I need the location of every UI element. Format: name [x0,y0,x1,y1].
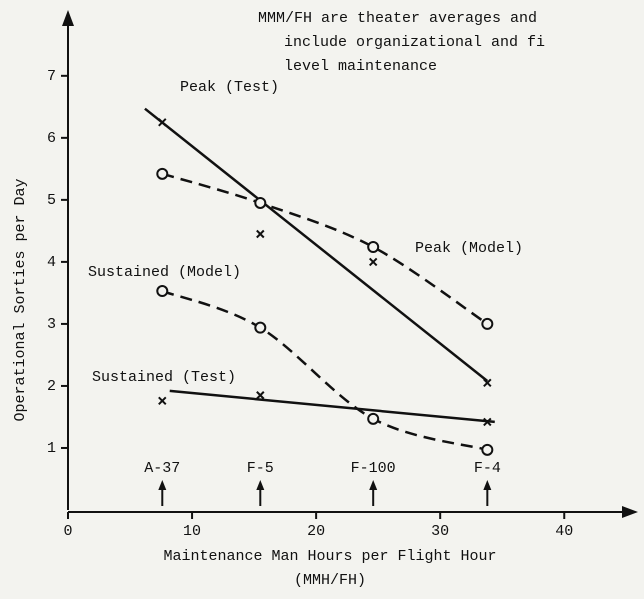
point-circle [156,167,169,180]
point-circle [367,241,380,254]
y-tick-label: 4 [47,254,56,271]
aircraft-arrowhead [369,480,378,490]
point-x [256,391,265,400]
aircraft-arrowhead [256,480,265,490]
annotation: level maintenance [284,58,437,75]
trend-line [169,389,495,424]
y-tick-label: 6 [47,130,56,147]
series-line [161,172,489,325]
trend-line [144,107,489,382]
aircraft-arrowhead [158,480,167,490]
y-tick-label: 5 [47,192,56,209]
series-label: Sustained (Test) [92,369,236,386]
point-circle [156,285,169,298]
x-tick-label: 30 [431,523,449,540]
x-axis-title: Maintenance Man Hours per Flight Hour [163,548,496,565]
point-x [368,257,378,267]
point-x [483,417,492,427]
y-axis-arrow [62,10,74,26]
aircraft-label: F-100 [351,460,396,477]
point-circle [481,443,494,456]
series-label: Peak (Model) [415,240,523,257]
point-circle [254,196,267,209]
aircraft-label: F-5 [247,460,274,477]
point-circle [254,321,267,334]
x-tick-label: 10 [183,523,201,540]
aircraft-arrowhead [483,480,492,490]
point-x [256,229,265,239]
y-tick-label: 7 [47,68,56,85]
y-tick-label: 1 [47,440,56,457]
series-label: Sustained (Model) [88,264,241,281]
y-tick-label: 2 [47,378,56,395]
x-tick-label: 20 [307,523,325,540]
series-line [161,289,488,452]
series-label: Peak (Test) [180,79,279,96]
aircraft-label: A-37 [144,460,180,477]
point-x [158,118,167,127]
point-x [158,396,167,406]
point-circle [367,412,380,425]
x-axis-arrow [622,506,638,518]
point-circle [481,317,494,330]
annotation: include organizational and fi [284,34,545,51]
x-tick-label: 0 [63,523,72,540]
annotation: MMM/FH are theater averages and [258,10,537,27]
point-x [483,378,492,388]
aircraft-label: F-4 [474,460,501,477]
y-tick-label: 3 [47,316,56,333]
x-axis-title: (MMH/FH) [294,572,366,589]
x-tick-label: 40 [555,523,573,540]
y-axis-title: Operational Sorties per Day [12,178,29,421]
